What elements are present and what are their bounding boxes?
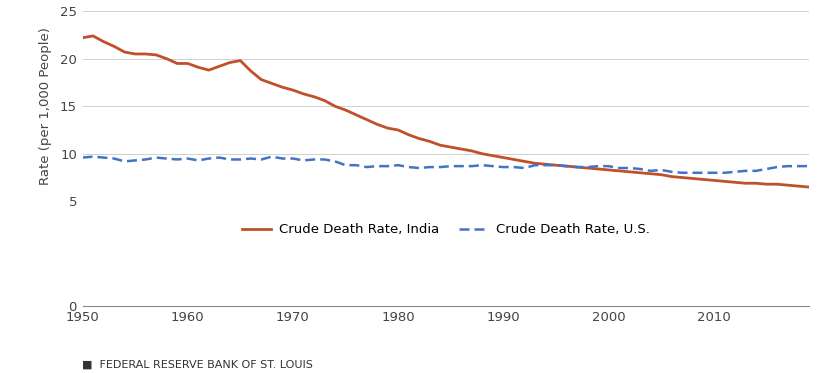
Crude Death Rate, India bbox=[709, 178, 719, 183]
Text: ■  FEDERAL RESERVE BANK OF ST. LOUIS: ■ FEDERAL RESERVE BANK OF ST. LOUIS bbox=[82, 359, 314, 369]
Crude Death Rate, U.S. bbox=[488, 164, 497, 168]
Crude Death Rate, U.S. bbox=[719, 170, 729, 175]
Crude Death Rate, U.S. bbox=[78, 155, 87, 160]
Crude Death Rate, U.S. bbox=[677, 170, 687, 175]
Crude Death Rate, India bbox=[88, 34, 98, 38]
Crude Death Rate, India bbox=[488, 153, 497, 158]
Crude Death Rate, India bbox=[804, 185, 813, 189]
Y-axis label: Rate (per 1,000 People): Rate (per 1,000 People) bbox=[39, 27, 52, 185]
Line: Crude Death Rate, India: Crude Death Rate, India bbox=[82, 36, 808, 187]
Crude Death Rate, India bbox=[698, 177, 708, 182]
Crude Death Rate, India bbox=[309, 94, 319, 99]
Line: Crude Death Rate, U.S.: Crude Death Rate, U.S. bbox=[82, 157, 808, 173]
Crude Death Rate, U.S. bbox=[804, 164, 813, 168]
Crude Death Rate, India bbox=[183, 61, 193, 66]
Crude Death Rate, U.S. bbox=[183, 156, 193, 161]
Legend: Crude Death Rate, India, Crude Death Rate, U.S.: Crude Death Rate, India, Crude Death Rat… bbox=[236, 218, 655, 242]
Crude Death Rate, India bbox=[257, 77, 266, 82]
Crude Death Rate, U.S. bbox=[257, 157, 266, 162]
Crude Death Rate, India bbox=[78, 35, 87, 40]
Crude Death Rate, U.S. bbox=[309, 157, 319, 162]
Crude Death Rate, U.S. bbox=[394, 163, 403, 167]
Crude Death Rate, U.S. bbox=[88, 154, 98, 159]
